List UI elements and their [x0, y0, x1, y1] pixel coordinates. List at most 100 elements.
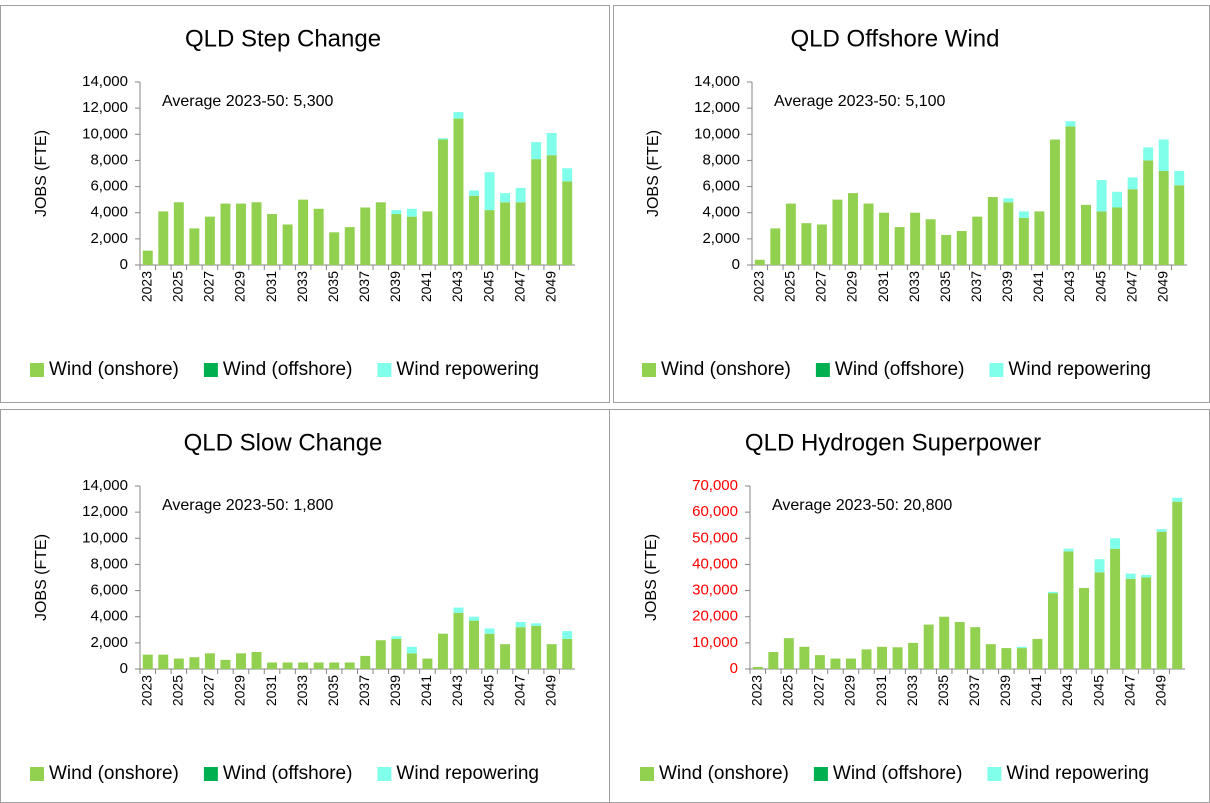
legend-label: Wind repowering	[396, 763, 539, 784]
legend-label: Wind repowering	[1008, 359, 1151, 380]
bar-segment	[832, 199, 843, 265]
legend-label: Wind (offshore)	[833, 763, 963, 784]
bar-segment	[879, 212, 890, 265]
bar-segment	[220, 659, 231, 669]
bar-segment	[391, 210, 402, 215]
bar-segment	[173, 658, 184, 669]
bar-segment	[1096, 211, 1107, 265]
bar-segment	[375, 640, 386, 669]
bar-segment	[282, 224, 293, 265]
y-tick-label: 2,000	[702, 230, 740, 247]
chart-panel: QLD Hydrogen Superpower 0 10,000 20,000 30,0…	[640, 429, 1185, 784]
bar-segment	[925, 219, 936, 265]
bar-segment	[142, 250, 153, 265]
bar-segment	[189, 657, 200, 669]
y-tick-label: 12,000	[82, 99, 128, 116]
y-tick-label: 10,000	[692, 634, 738, 651]
legend-swatch	[987, 767, 1002, 781]
y-tick-label: 6,000	[90, 178, 128, 195]
legend-label: Wind (onshore)	[49, 763, 179, 784]
legend-swatch	[203, 363, 218, 377]
bar-segment	[768, 652, 779, 669]
x-tick-label: 2025	[170, 271, 186, 302]
x-tick-label: 2047	[1121, 675, 1137, 706]
bar-segment	[453, 112, 464, 119]
bar-segment	[344, 227, 355, 265]
bar-segment	[251, 652, 262, 669]
bar-segment	[158, 211, 169, 265]
bar-segment	[515, 202, 526, 265]
x-tick-label: 2043	[1061, 271, 1077, 302]
bar-segment	[422, 211, 433, 265]
bar-segment	[1018, 211, 1029, 218]
bar-segment	[391, 638, 402, 669]
bar-segment	[500, 202, 511, 265]
bar-segment	[877, 646, 888, 669]
bar-segment	[1172, 497, 1183, 502]
x-tick-label: 2039	[387, 675, 403, 706]
bar-segment	[1016, 646, 1027, 649]
bar-segment	[1174, 185, 1185, 265]
y-tick-label: 14,000	[82, 477, 128, 494]
y-tick-label: 30,000	[692, 582, 738, 599]
bar-segment	[1081, 204, 1091, 265]
x-tick-label: 2023	[138, 271, 154, 302]
bar-segment	[189, 228, 200, 265]
legend-label: Wind repowering	[1006, 763, 1149, 784]
x-tick-label: 2043	[1059, 675, 1075, 706]
bar-segment	[484, 172, 495, 211]
bar-segment	[830, 658, 841, 669]
chart-panel: QLD Step Change 0 2,000 4,000 6,000 8,000 10,0…	[30, 25, 575, 380]
bar-segment	[939, 616, 950, 669]
x-tick-label: 2023	[750, 271, 766, 302]
bar-segment	[1127, 177, 1138, 190]
legend-label: Wind (onshore)	[659, 763, 789, 784]
bar-segment	[1094, 559, 1105, 573]
bar-segment	[1096, 180, 1107, 212]
bar-segment	[941, 234, 952, 265]
bar-segment	[500, 193, 511, 203]
bar-segment	[469, 620, 479, 669]
bar-segment	[861, 649, 872, 669]
x-tick-label: 2037	[968, 271, 984, 302]
y-tick-label: 8,000	[90, 555, 128, 572]
annotation: Average 2023-50: 5,100	[774, 93, 946, 110]
bar-segment	[892, 647, 903, 669]
bar-segment	[391, 636, 402, 639]
bar-segment	[142, 654, 153, 669]
x-tick-label: 2031	[263, 675, 279, 706]
x-tick-label: 2045	[1090, 675, 1106, 706]
legend-swatch	[30, 363, 44, 377]
bar-segment	[406, 653, 417, 669]
bar-segment	[970, 627, 981, 669]
bar-segment	[562, 181, 573, 265]
y-tick-label: 50,000	[692, 529, 738, 546]
annotation: Average 2023-50: 20,800	[772, 497, 952, 514]
bar-segment	[437, 139, 448, 265]
y-axis-label: JOBS (FTE)	[645, 130, 662, 217]
x-tick-label: 2041	[418, 675, 434, 706]
bar-segment	[814, 655, 825, 669]
bar-segment	[453, 118, 464, 265]
chart-title: QLD Hydrogen Superpower	[745, 429, 1041, 456]
bar-segment	[799, 646, 810, 669]
bar-segment	[158, 654, 169, 669]
x-tick-label: 2049	[1152, 675, 1168, 706]
x-tick-label: 2049	[542, 271, 558, 302]
x-tick-label: 2047	[511, 271, 527, 302]
y-axis-label: JOBS (FTE)	[33, 534, 50, 621]
bar-segment	[754, 259, 765, 265]
bar-segment	[785, 203, 796, 265]
y-tick-label: 2,000	[90, 634, 128, 651]
bar-segment	[531, 159, 542, 265]
legend-swatch	[203, 767, 218, 781]
bar-segment	[816, 224, 827, 265]
bar-segment	[267, 214, 278, 265]
bar-segment	[1065, 121, 1076, 127]
legend-swatch	[642, 363, 656, 377]
bar-segment	[1049, 139, 1060, 265]
x-tick-label: 2025	[170, 675, 186, 706]
y-tick-label: 4,000	[702, 204, 740, 221]
bar-segment	[1156, 531, 1167, 669]
